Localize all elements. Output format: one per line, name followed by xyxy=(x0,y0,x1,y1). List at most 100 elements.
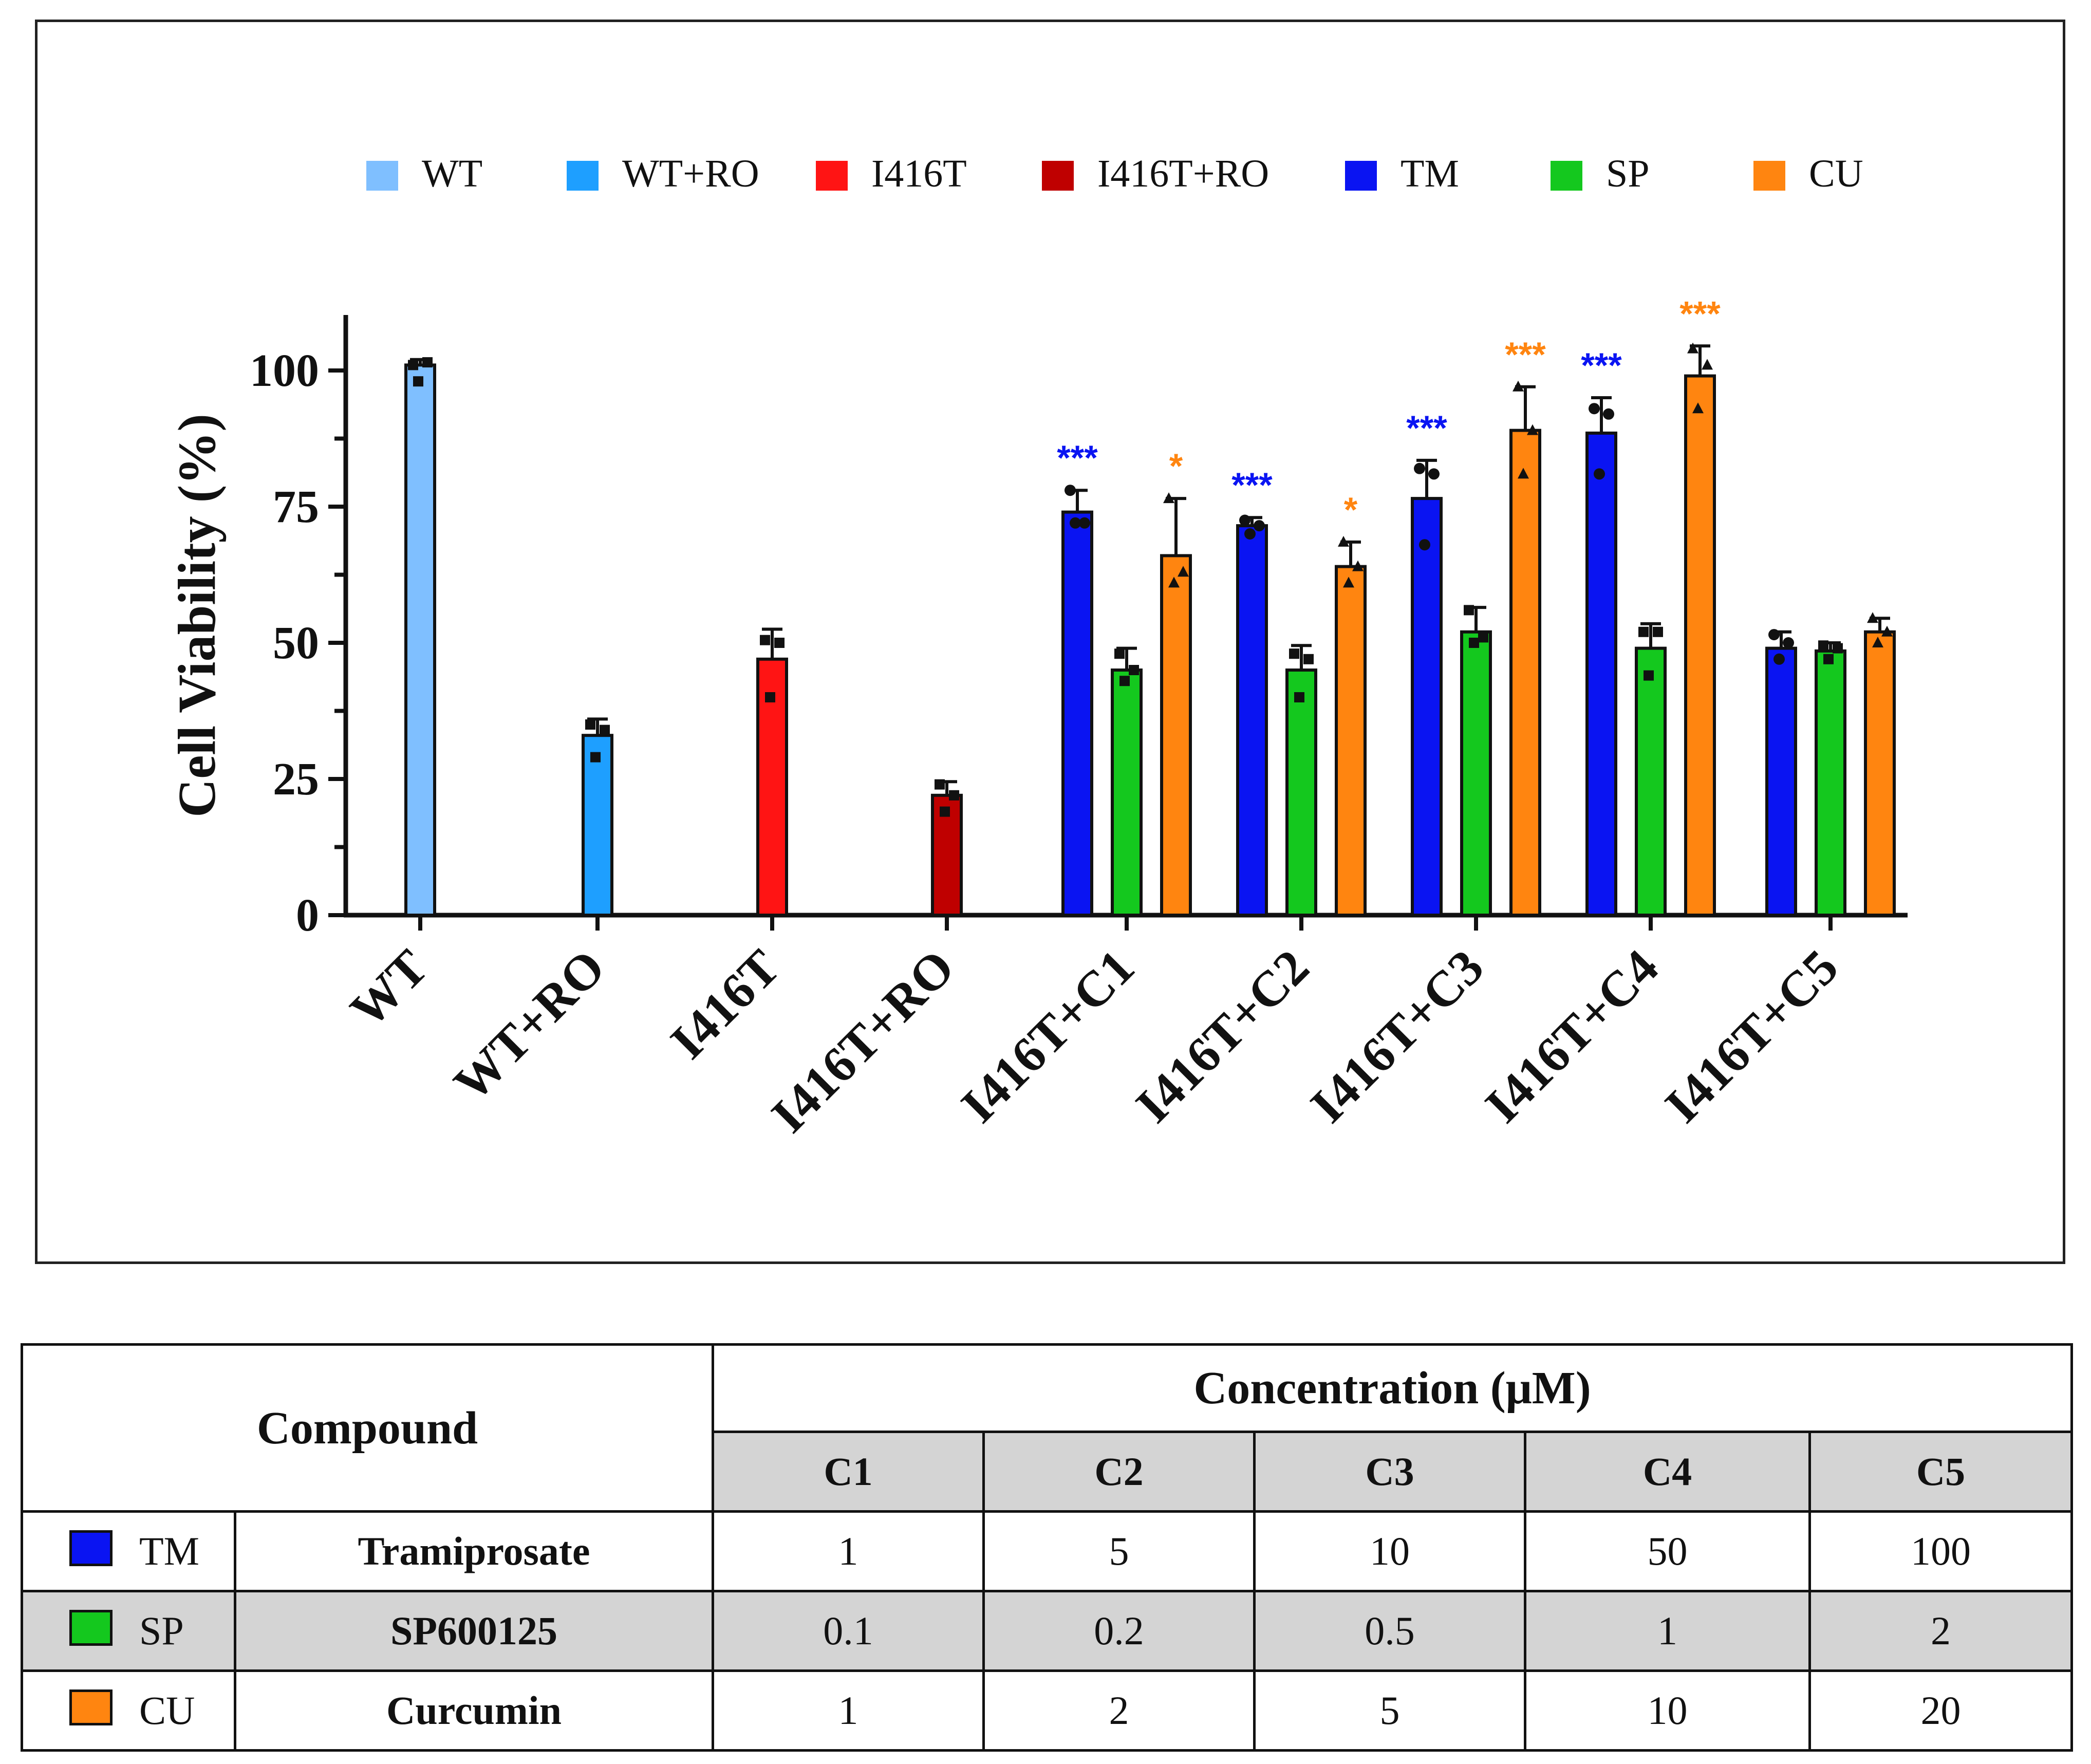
data-point xyxy=(1239,514,1250,526)
bar-cu xyxy=(1160,554,1192,917)
bar-cu xyxy=(1509,429,1541,917)
data-point xyxy=(1254,520,1265,532)
legend-label: WT+RO xyxy=(622,152,759,195)
bar-cu xyxy=(1335,565,1367,917)
significance-label: *** xyxy=(1679,294,1721,333)
bar-sp xyxy=(1815,649,1846,917)
data-point xyxy=(422,357,433,368)
x-axis: WT WT+RO I416TI416T+ROI416T+C1I416T+C2I416… xyxy=(340,913,1908,1143)
significance-label: *** xyxy=(1231,466,1273,505)
y-tick-label: 75 xyxy=(273,481,319,532)
chart-frame: WT WT+RO I416T I416T+RO TM SP CU 0 25 50 75 100 Cell… xyxy=(35,20,2065,1264)
data-point xyxy=(1464,605,1474,616)
significance-label: *** xyxy=(1581,346,1622,385)
data-point xyxy=(1833,643,1843,654)
bar-tm xyxy=(1236,524,1268,917)
data-point xyxy=(1168,577,1180,588)
y-axis-title: Cell Viability (%) xyxy=(167,414,227,818)
legend-label: I416T xyxy=(871,152,967,195)
compound-name: Curcumin xyxy=(234,1669,714,1752)
significance-label: * xyxy=(1169,447,1183,486)
table-cell: 10 xyxy=(1253,1510,1526,1592)
y-tick-label: 25 xyxy=(273,754,319,805)
table-cell: 1 xyxy=(1524,1590,1811,1672)
y-tick-label: 100 xyxy=(250,345,319,396)
data-point xyxy=(765,692,775,702)
table-cell: 2 xyxy=(1808,1590,2073,1672)
legend-swatch-cu xyxy=(1753,161,1785,191)
x-tick-label: WT+RO xyxy=(443,939,615,1111)
legend-label: SP xyxy=(1606,152,1650,195)
data-point xyxy=(408,360,418,370)
x-tick-label: WT xyxy=(340,939,439,1038)
table-row-cu: CU Curcumin 1 2 5 10 20 xyxy=(21,1669,2073,1752)
data-point xyxy=(1527,424,1538,435)
x-tick-label: I416T+RO xyxy=(761,939,965,1143)
bar-sp xyxy=(1111,669,1143,917)
data-point xyxy=(1163,492,1174,504)
bar-tm xyxy=(1411,497,1443,917)
tm-color-swatch xyxy=(69,1530,113,1567)
data-point xyxy=(1773,653,1785,665)
data-point xyxy=(1414,462,1425,474)
table-cell: 5 xyxy=(982,1510,1256,1592)
table-cell: 1 xyxy=(712,1510,985,1592)
data-point xyxy=(1702,359,1713,370)
data-point xyxy=(1338,535,1349,547)
bar-sp xyxy=(1285,669,1317,917)
data-point xyxy=(1289,648,1299,659)
data-point xyxy=(1352,560,1364,571)
abbr-label: CU xyxy=(139,1688,195,1733)
sp-color-swatch xyxy=(69,1610,113,1646)
data-point xyxy=(1783,637,1794,648)
bar-chart: WT WT+RO I416T I416T+RO TM SP CU0255075100Cell… xyxy=(167,152,1908,1143)
abbr-cell: CU xyxy=(21,1669,236,1752)
table-cell: 1 xyxy=(712,1669,985,1752)
legend-swatch-tm xyxy=(1345,161,1377,191)
bars: *** * ********** ****** xyxy=(404,294,1896,917)
data-point xyxy=(1178,566,1189,577)
legend-swatch-i416t-plus-ro xyxy=(1042,161,1074,191)
bar-sp xyxy=(1460,630,1492,917)
bar-cu xyxy=(1864,630,1896,917)
data-point xyxy=(1114,648,1125,659)
abbr-cell: TM xyxy=(21,1510,236,1592)
bar-tm xyxy=(1061,510,1093,917)
legend-swatch-i416t xyxy=(816,161,848,191)
bar-sp xyxy=(1635,646,1667,917)
table-row-sp: SP SP600125 0.1 0.2 0.5 1 2 xyxy=(21,1590,2073,1672)
x-tick-label: I416T+C2 xyxy=(1126,939,1320,1134)
table-cell: 0.5 xyxy=(1253,1590,1526,1672)
data-point xyxy=(949,790,959,801)
significance-label: *** xyxy=(1406,408,1447,448)
data-point xyxy=(940,806,950,817)
data-point xyxy=(1343,577,1354,588)
y-tick-label: 50 xyxy=(273,618,319,669)
data-point xyxy=(1867,612,1878,623)
data-point xyxy=(1428,468,1440,480)
data-point xyxy=(590,752,601,763)
table-cell: 2 xyxy=(982,1669,1256,1752)
data-point xyxy=(1768,629,1780,641)
data-point xyxy=(1872,637,1883,647)
data-point xyxy=(1603,408,1614,420)
column-header-c4: C4 xyxy=(1524,1431,1811,1513)
abbr-label: TM xyxy=(139,1529,199,1573)
legend-label: TM xyxy=(1401,152,1459,195)
significance-label: *** xyxy=(1057,438,1098,477)
table-cell: 100 xyxy=(1808,1510,2073,1592)
data-point xyxy=(1692,402,1704,414)
y-tick-label: 0 xyxy=(296,890,319,941)
data-point xyxy=(1638,626,1649,637)
data-point xyxy=(1119,676,1130,686)
data-point xyxy=(1294,692,1304,702)
abbr-cell: SP xyxy=(21,1590,236,1672)
bar-wt-plus-ro xyxy=(582,734,613,917)
data-point xyxy=(1419,539,1430,551)
data-point xyxy=(1823,654,1834,664)
x-tick-label: I416T+C4 xyxy=(1475,939,1669,1134)
concentration-header: Concentration (μM) xyxy=(712,1343,2073,1433)
column-header-c1: C1 xyxy=(712,1431,985,1513)
table-cell: 0.1 xyxy=(712,1590,985,1672)
table-cell: 0.2 xyxy=(982,1590,1256,1672)
